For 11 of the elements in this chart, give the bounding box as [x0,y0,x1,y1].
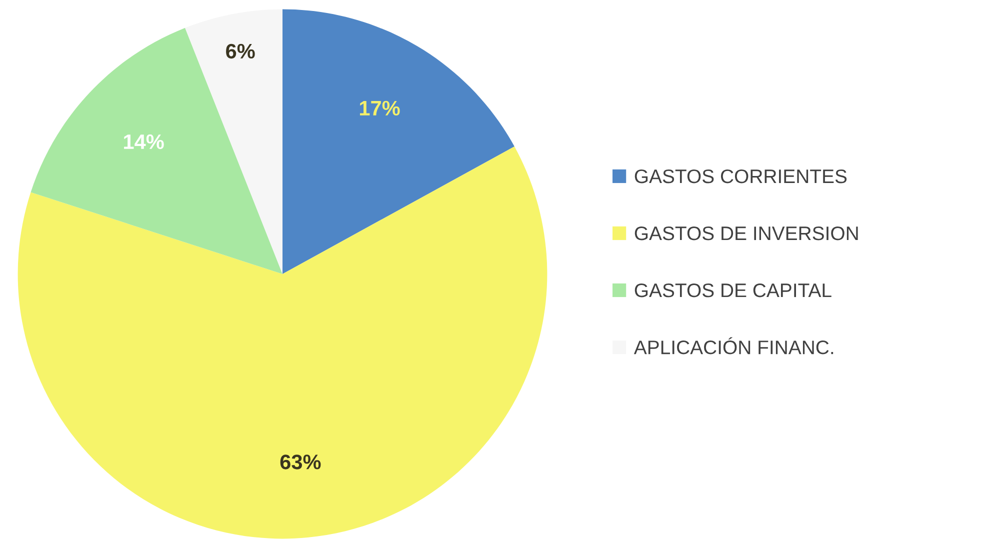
pie-slice [282,9,514,274]
data-label: 6% [226,44,255,59]
legend-label: GASTOS DE INVERSION [634,226,858,240]
legend-label: APLICACIÓN FINANC. [634,337,834,354]
legend-label: GASTOS DE CAPITAL [634,283,832,298]
data-label: 63% [280,454,321,470]
pie-slice [185,9,282,274]
data-label: 14% [124,134,164,150]
legend-label: GASTOS CORRIENTES [634,169,847,184]
pie-slice [30,28,282,274]
data-label: 17% [360,100,400,116]
